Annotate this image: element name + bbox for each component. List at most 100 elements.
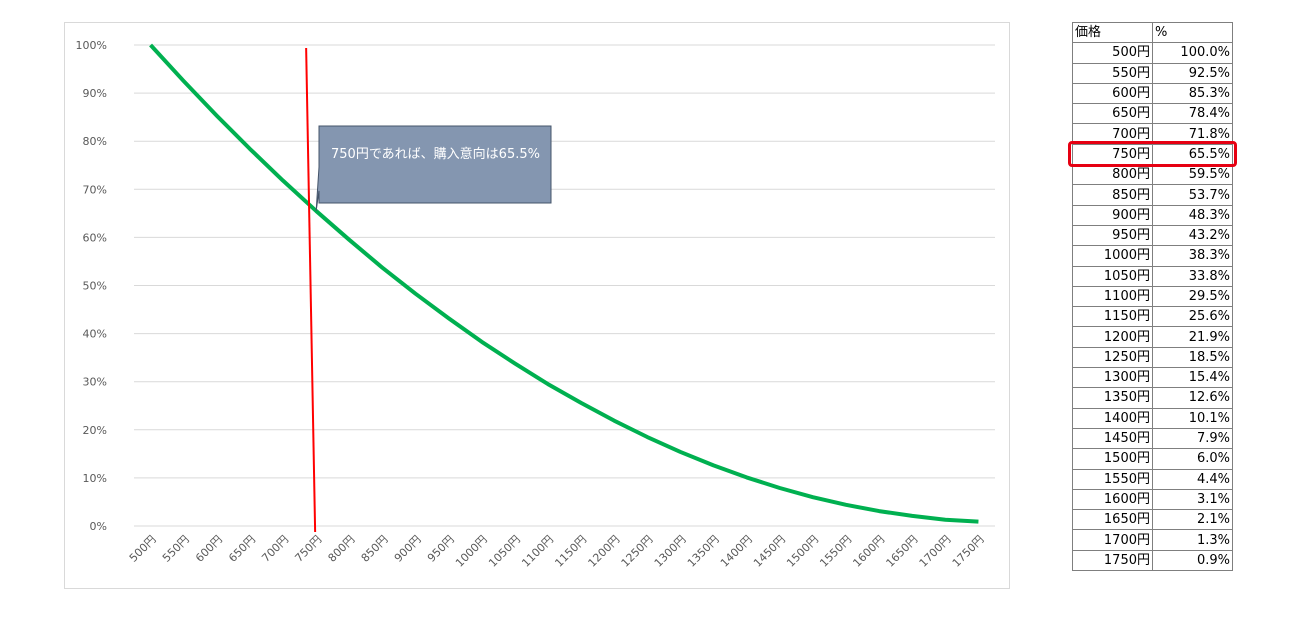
percent-cell: 43.2% [1152,224,1233,247]
y-axis-ticks: 0% 10% 20% 30% 40% 50% 60% 70% 80% 90% 100% [76,39,107,533]
percent-cell: 15.4% [1152,367,1233,389]
price-cell: 600円 [1072,82,1153,105]
price-cell: 1450円 [1072,427,1153,450]
header-percent: % [1152,21,1233,44]
percent-cell: 53.7% [1152,184,1233,206]
x-tick-label: 1250円 [619,533,656,570]
percent-cell: 100.0% [1152,42,1233,64]
table-row: 650円 78.4% [1072,103,1233,125]
x-tick-label: 1300円 [652,533,689,570]
x-tick-label: 750円 [292,533,324,565]
percent-cell: 2.1% [1152,509,1233,531]
table-row: 1600円 3.1% [1072,488,1233,511]
y-tick-label: 100% [76,39,107,52]
x-tick-label: 1750円 [950,533,987,570]
x-tick-label: 550円 [160,533,192,565]
table-row: 1100円 29.5% [1072,285,1233,308]
table-row: 1700円 1.3% [1072,529,1233,551]
price-cell: 1750円 [1072,549,1153,572]
x-tick-label: 1200円 [586,533,623,570]
price-cell: 550円 [1072,62,1153,84]
price-cell: 1550円 [1072,468,1153,490]
price-cell: 1700円 [1072,529,1153,551]
table-row: 1650円 2.1% [1072,509,1233,531]
y-tick-label: 0% [90,520,107,533]
x-tick-label: 1650円 [884,533,921,570]
table-row: 1400円 10.1% [1072,407,1233,429]
x-tick-label: 600円 [193,533,225,565]
header-price: 価格 [1072,21,1153,44]
percent-cell: 0.9% [1152,549,1233,572]
x-tick-label: 650円 [226,533,258,565]
x-tick-label: 900円 [392,533,424,565]
percent-cell: 25.6% [1152,306,1233,328]
table-row: 1250円 18.5% [1072,346,1233,369]
x-tick-label: 1100円 [519,533,556,570]
price-cell: 1400円 [1072,407,1153,429]
price-table: 価格 % 500円 100.0% 550円 92.5% 600円 85.3% 650円 78.… [1072,21,1233,572]
percent-cell: 85.3% [1152,82,1233,105]
table-row: 800円 59.5% [1072,164,1233,186]
table-row: 1550円 4.4% [1072,468,1233,490]
y-tick-label: 40% [83,328,107,341]
y-tick-label: 90% [83,87,107,100]
y-tick-label: 70% [83,183,107,196]
annotation-callout [315,125,552,212]
table-row: 1050円 33.8% [1072,265,1233,287]
percent-cell: 33.8% [1152,265,1233,287]
table-row: 700円 71.8% [1072,123,1233,145]
table-row: 850円 53.7% [1072,184,1233,206]
percent-cell: 59.5% [1152,164,1233,186]
percent-cell: 3.1% [1152,488,1233,511]
callout-layer [315,125,552,212]
y-tick-label: 20% [83,424,107,437]
percent-cell: 21.9% [1152,326,1233,348]
x-tick-label: 1450円 [751,533,788,570]
table-row: 1450円 7.9% [1072,427,1233,450]
percent-cell: 1.3% [1152,529,1233,551]
table-row: 1000円 38.3% [1072,245,1233,267]
price-cell: 650円 [1072,103,1153,125]
percent-cell: 29.5% [1152,285,1233,308]
x-tick-label: 950円 [425,533,457,565]
percent-cell: 71.8% [1152,123,1233,145]
price-cell: 900円 [1072,204,1153,226]
price-cell: 1100円 [1072,285,1153,308]
table-header-row: 価格 % [1072,21,1233,44]
price-cell: 1350円 [1072,387,1153,409]
x-tick-label: 850円 [359,533,391,565]
percent-cell: 7.9% [1152,427,1233,450]
table-body: 500円 100.0% 550円 92.5% 600円 85.3% 650円 78.4% 700… [1072,42,1233,572]
percent-cell: 10.1% [1152,407,1233,429]
x-tick-label: 800円 [326,533,358,565]
table-row: 900円 48.3% [1072,204,1233,226]
price-cell: 1600円 [1072,488,1153,511]
y-tick-label: 80% [83,135,107,148]
x-tick-label: 1500円 [784,533,821,570]
price-cell: 1150円 [1072,306,1153,328]
table-row: 1300円 15.4% [1072,367,1233,389]
table-row: 1150円 25.6% [1072,306,1233,328]
price-cell: 1050円 [1072,265,1153,287]
price-cell: 800円 [1072,164,1153,186]
gridlines [134,44,995,527]
price-cell: 1000円 [1072,245,1153,267]
price-cell: 1300円 [1072,367,1153,389]
percent-cell: 12.6% [1152,387,1233,409]
price-cell: 1650円 [1072,509,1153,531]
percent-cell: 65.5% [1152,143,1233,166]
price-cell: 500円 [1072,42,1153,64]
y-tick-label: 50% [83,280,107,293]
percent-cell: 6.0% [1152,448,1233,470]
table-row: 1500円 6.0% [1072,448,1233,470]
marker-layer [305,47,317,533]
series-line [149,43,979,524]
price-cell: 850円 [1072,184,1153,206]
x-tick-label: 1600円 [850,533,887,570]
percent-cell: 18.5% [1152,346,1233,369]
table-row: 600円 85.3% [1072,82,1233,105]
price-cell: 1200円 [1072,326,1153,348]
percent-cell: 92.5% [1152,62,1233,84]
marker-line [305,47,317,533]
y-tick-label: 10% [83,472,107,485]
